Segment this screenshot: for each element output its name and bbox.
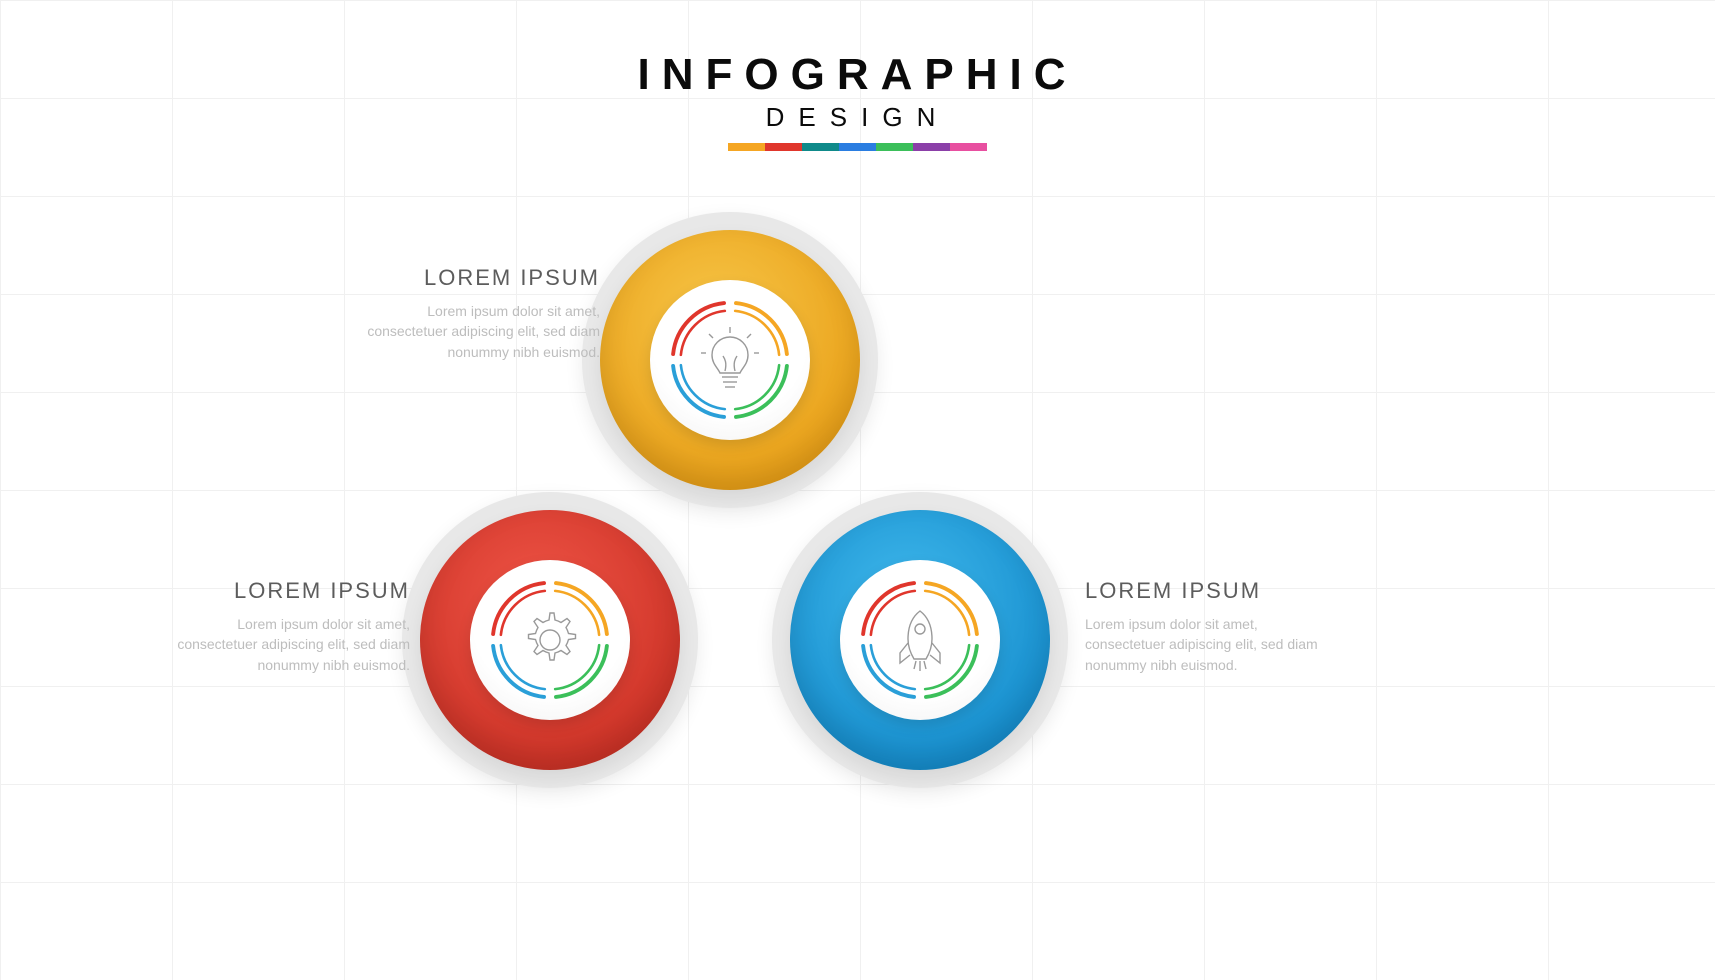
text-body: Lorem ipsum dolor sit amet, consectetuer… [170,614,410,675]
text-block-right: LOREM IPSUM Lorem ipsum dolor sit amet, c… [1085,578,1325,675]
text-body: Lorem ipsum dolor sit amet, consectetuer… [360,301,600,362]
text-block-left: LOREM IPSUM Lorem ipsum dolor sit amet, c… [170,578,410,675]
connector-lines [0,0,300,150]
text-block-top: LOREM IPSUM Lorem ipsum dolor sit amet, c… [360,265,600,362]
node-right [790,510,1050,770]
rainbow-bar [728,143,988,151]
text-heading: LOREM IPSUM [360,265,600,291]
rainbow-segment [728,143,765,151]
title-block: INFOGRAPHIC DESIGN [638,50,1078,151]
lightbulb-icon [695,325,765,395]
text-heading: LOREM IPSUM [170,578,410,604]
rainbow-segment [950,143,987,151]
text-body: Lorem ipsum dolor sit amet, consectetuer… [1085,614,1325,675]
text-heading: LOREM IPSUM [1085,578,1325,604]
sub-title: DESIGN [638,102,1078,133]
rocket-icon [885,605,955,675]
rainbow-segment [913,143,950,151]
gear-icon [515,605,585,675]
rainbow-segment [876,143,913,151]
main-title: INFOGRAPHIC [638,50,1078,100]
rainbow-segment [802,143,839,151]
node-left [420,510,680,770]
rainbow-segment [765,143,802,151]
rainbow-segment [839,143,876,151]
node-top [600,230,860,490]
